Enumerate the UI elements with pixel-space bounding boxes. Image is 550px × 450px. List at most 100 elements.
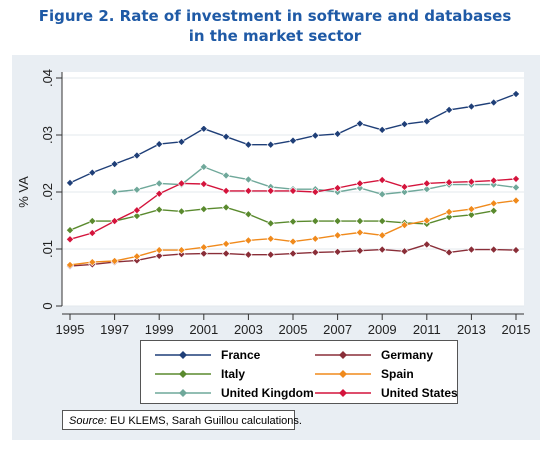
data-point [177, 246, 186, 255]
data-point [199, 243, 208, 252]
data-point [177, 179, 186, 188]
source-prefix: Source: [69, 415, 107, 427]
source-text: EU KLEMS, Sarah Guillou calculations. [106, 415, 302, 427]
x-tick-label: 2007 [323, 322, 352, 337]
y-axis-label: % VA [16, 176, 31, 208]
data-point [110, 160, 119, 169]
x-tick-label: 2003 [234, 322, 263, 337]
data-point [489, 206, 498, 215]
data-point [511, 174, 521, 183]
data-point [445, 105, 454, 114]
data-point [155, 179, 164, 188]
source-note: Source: EU KLEMS, Sarah Guillou calculat… [62, 410, 302, 430]
data-point [222, 239, 231, 248]
data-point [355, 217, 364, 226]
legend-key-france [155, 351, 211, 359]
data-point [199, 179, 208, 189]
data-point [489, 176, 498, 185]
data-point [199, 162, 208, 171]
data-point [445, 207, 454, 216]
legend-key-spain [315, 370, 371, 378]
series-germany [65, 240, 521, 271]
x-tick-label: 1995 [56, 322, 85, 337]
legend-key-germany [315, 351, 371, 359]
data-point [65, 260, 75, 269]
legend-label: Germany [381, 348, 434, 362]
data-point [266, 219, 275, 228]
data-point [511, 183, 521, 192]
data-point [155, 189, 164, 198]
title-line-1: Figure 2. Rate of investment in software… [38, 7, 512, 25]
legend-key-united-kingdom [155, 389, 211, 397]
y-tick-label: .01 [40, 240, 55, 258]
y-tick-label: 0 [40, 302, 55, 309]
data-point [489, 199, 498, 208]
data-point [88, 229, 97, 238]
x-tick-label: 2011 [413, 322, 441, 337]
data-point [355, 246, 364, 255]
data-point [422, 185, 431, 194]
data-point [222, 249, 231, 258]
data-point [445, 178, 454, 187]
x-tick-label: 2015 [502, 322, 531, 337]
data-point [266, 140, 275, 149]
data-point [155, 140, 164, 149]
data-point [445, 248, 454, 257]
data-point [333, 129, 342, 138]
data-point [199, 249, 208, 258]
data-point [244, 250, 253, 259]
data-point [155, 246, 164, 255]
data-point [333, 183, 342, 193]
data-point [311, 234, 320, 243]
data-point [422, 117, 431, 126]
series-spain [65, 196, 521, 269]
data-point [177, 207, 186, 216]
data-point [400, 187, 409, 197]
data-point [489, 98, 498, 107]
data-point [110, 187, 119, 197]
data-point [355, 119, 364, 128]
data-point [422, 216, 431, 225]
data-point [132, 206, 141, 215]
data-point [288, 217, 298, 226]
data-point [266, 234, 275, 243]
series-france [65, 89, 521, 187]
x-tick-label: 1999 [145, 322, 174, 337]
data-point [333, 231, 342, 240]
legend: France Germany Italy Spain United Kingdom Uni… [140, 340, 458, 404]
data-point [266, 186, 275, 195]
data-point [355, 228, 364, 237]
data-point [88, 258, 97, 267]
data-point [400, 120, 409, 129]
data-point [378, 125, 387, 134]
data-point [378, 217, 387, 226]
data-point [244, 175, 253, 184]
data-point [511, 196, 521, 205]
legend-key-united-states [315, 389, 371, 397]
data-point [378, 245, 387, 254]
data-point [155, 251, 164, 260]
data-point [445, 213, 454, 222]
data-point [333, 247, 342, 256]
data-point [222, 186, 231, 195]
data-point [400, 221, 409, 230]
data-point [88, 168, 97, 177]
data-point [378, 231, 387, 240]
x-tick-label: 2001 [189, 322, 218, 337]
data-point [222, 203, 231, 212]
data-point [244, 186, 253, 195]
y-tick-label: .03 [40, 126, 55, 144]
data-point [288, 186, 298, 195]
data-point [422, 179, 431, 188]
data-point [355, 183, 364, 193]
data-point [311, 131, 320, 140]
data-point [244, 140, 253, 149]
data-point [88, 217, 97, 226]
legend-label: Spain [381, 367, 414, 381]
data-point [467, 210, 476, 219]
data-point [311, 248, 320, 257]
data-point [467, 245, 476, 254]
legend-label: Italy [221, 367, 246, 381]
data-point [244, 236, 253, 245]
